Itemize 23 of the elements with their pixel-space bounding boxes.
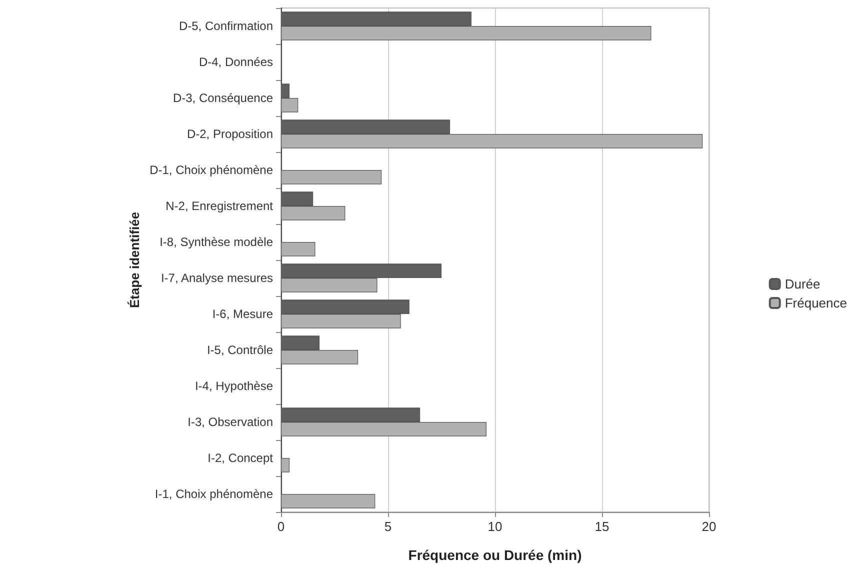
- y-tick-label: N-2, Enregistrement: [166, 199, 274, 213]
- x-tick-label: 5: [384, 519, 392, 534]
- y-axis-title: Étape identifiée: [127, 212, 142, 308]
- x-tick-label: 10: [488, 519, 502, 534]
- x-tick-label: 0: [277, 519, 285, 534]
- legend-label: Fréquence: [784, 296, 848, 310]
- y-tick-label: I-2, Concept: [208, 451, 274, 465]
- y-tick-label: I-4, Hypothèse: [194, 379, 274, 393]
- y-tick-label: D-4, Données: [198, 55, 273, 69]
- y-tick-label: I-7, Analyse mesures: [160, 271, 273, 285]
- y-tick-label: I-3, Observation: [188, 415, 273, 429]
- y-tick-label: D-5, Confirmation: [178, 19, 273, 33]
- y-tick-label: I-8, Synthèse modèle: [160, 235, 274, 249]
- x-tick-label: 15: [594, 519, 610, 534]
- y-tick-label: I-1, Choix phénomène: [154, 487, 274, 501]
- x-tick-label: 20: [702, 519, 716, 534]
- y-tick-label: D-3, Conséquence: [172, 91, 274, 105]
- legend-label: Durée: [784, 276, 820, 292]
- y-tick-label: D-2, Proposition: [186, 127, 273, 141]
- y-tick-label: D-1, Choix phénomène: [150, 163, 274, 177]
- x-axis-title: Fréquence ou Durée (min): [408, 547, 582, 563]
- y-tick-label: I-6, Mesure: [212, 307, 274, 321]
- y-tick-label: I-5, Contrôle: [206, 343, 274, 357]
